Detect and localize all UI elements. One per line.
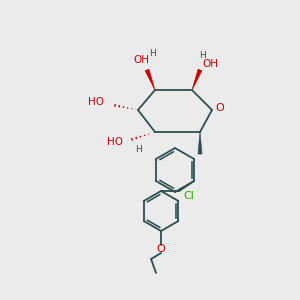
Text: Cl: Cl (184, 191, 194, 201)
Text: OH: OH (133, 55, 149, 65)
Text: HO: HO (88, 97, 104, 107)
Polygon shape (198, 132, 202, 154)
Text: O: O (216, 103, 224, 113)
Text: OH: OH (202, 59, 218, 69)
Text: H: H (199, 52, 206, 61)
Text: H: H (150, 50, 156, 58)
Text: H: H (136, 146, 142, 154)
Text: HO: HO (107, 137, 123, 147)
Polygon shape (192, 69, 202, 90)
Polygon shape (145, 69, 155, 90)
Text: O: O (157, 244, 165, 254)
